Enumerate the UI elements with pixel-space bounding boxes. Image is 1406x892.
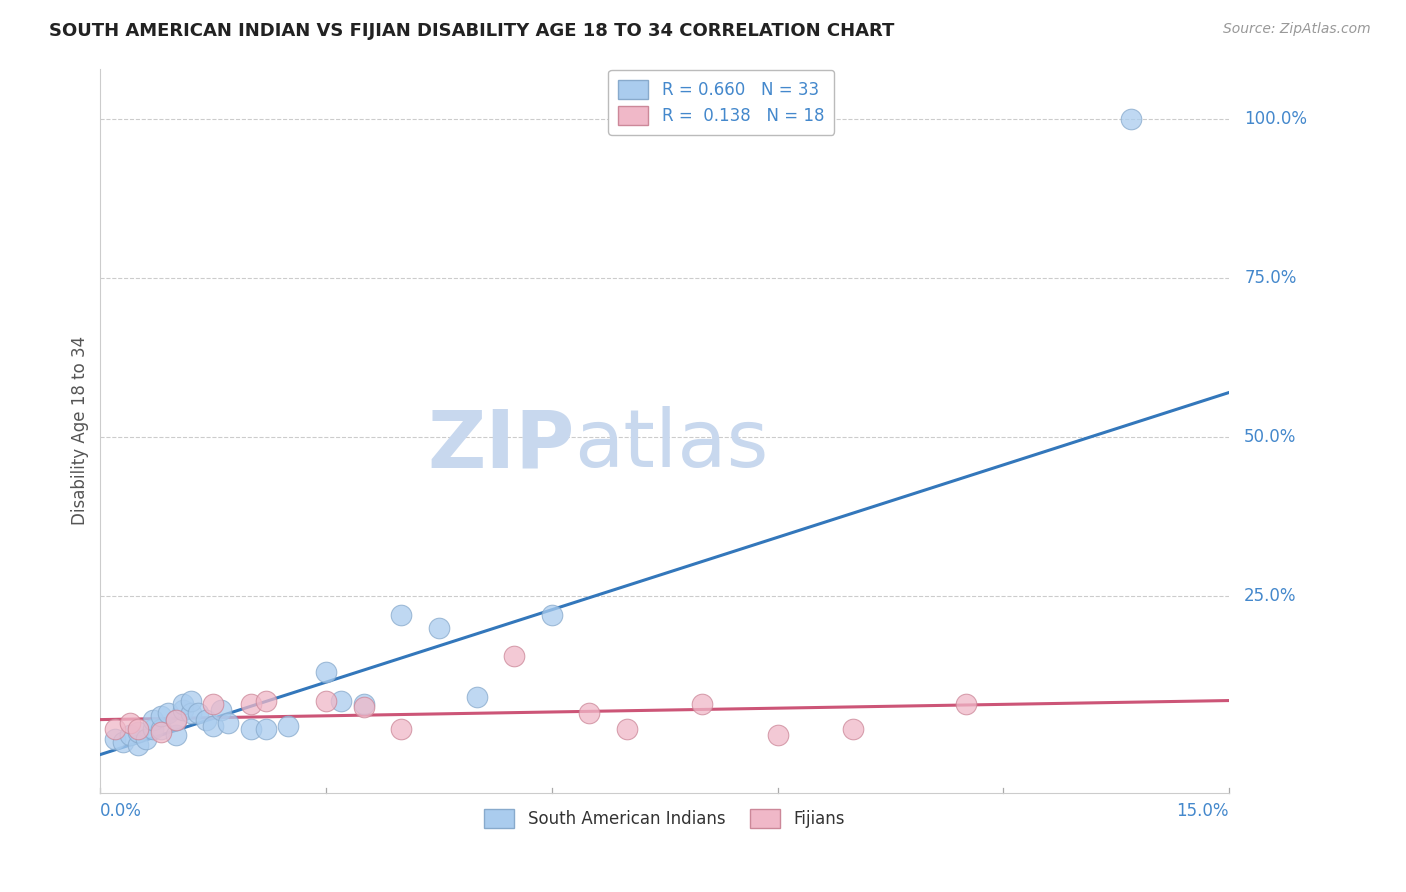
Point bbox=[134, 731, 156, 746]
Point bbox=[465, 690, 488, 705]
Point bbox=[202, 697, 225, 711]
Y-axis label: Disability Age 18 to 34: Disability Age 18 to 34 bbox=[72, 336, 89, 525]
Point bbox=[104, 731, 127, 746]
Point bbox=[120, 715, 142, 730]
Point bbox=[149, 722, 172, 736]
Point bbox=[955, 697, 977, 711]
Text: 0.0%: 0.0% bbox=[100, 802, 142, 820]
Point bbox=[142, 713, 165, 727]
Text: 75.0%: 75.0% bbox=[1244, 269, 1296, 287]
Point bbox=[165, 729, 187, 743]
Point bbox=[330, 693, 353, 707]
Point bbox=[104, 722, 127, 736]
Point bbox=[353, 697, 375, 711]
Point bbox=[254, 693, 277, 707]
Point bbox=[120, 729, 142, 743]
Point bbox=[194, 713, 217, 727]
Text: ZIP: ZIP bbox=[427, 406, 575, 484]
Point bbox=[277, 719, 299, 733]
Point bbox=[239, 722, 262, 736]
Text: 50.0%: 50.0% bbox=[1244, 428, 1296, 446]
Point bbox=[111, 735, 134, 749]
Point bbox=[315, 665, 337, 679]
Point bbox=[427, 620, 450, 634]
Point bbox=[692, 697, 714, 711]
Point bbox=[149, 725, 172, 739]
Point bbox=[202, 719, 225, 733]
Point bbox=[172, 697, 194, 711]
Point bbox=[209, 703, 232, 717]
Point bbox=[1121, 112, 1143, 127]
Point bbox=[389, 722, 412, 736]
Point bbox=[389, 607, 412, 622]
Text: Source: ZipAtlas.com: Source: ZipAtlas.com bbox=[1223, 22, 1371, 37]
Point bbox=[578, 706, 600, 721]
Point bbox=[127, 738, 149, 752]
Text: SOUTH AMERICAN INDIAN VS FIJIAN DISABILITY AGE 18 TO 34 CORRELATION CHART: SOUTH AMERICAN INDIAN VS FIJIAN DISABILI… bbox=[49, 22, 894, 40]
Legend: South American Indians, Fijians: South American Indians, Fijians bbox=[478, 803, 852, 835]
Point bbox=[217, 715, 239, 730]
Text: atlas: atlas bbox=[575, 406, 769, 484]
Point bbox=[842, 722, 865, 736]
Text: 100.0%: 100.0% bbox=[1244, 111, 1308, 128]
Point bbox=[127, 725, 149, 739]
Point bbox=[254, 722, 277, 736]
Point bbox=[315, 693, 337, 707]
Point bbox=[353, 699, 375, 714]
Point bbox=[766, 729, 789, 743]
Point bbox=[180, 706, 202, 721]
Point bbox=[239, 697, 262, 711]
Point bbox=[503, 649, 526, 664]
Point bbox=[172, 703, 194, 717]
Point bbox=[616, 722, 638, 736]
Point bbox=[127, 722, 149, 736]
Point bbox=[149, 709, 172, 723]
Point bbox=[165, 713, 187, 727]
Text: 25.0%: 25.0% bbox=[1244, 587, 1296, 605]
Point bbox=[142, 722, 165, 736]
Point bbox=[165, 713, 187, 727]
Point bbox=[187, 706, 209, 721]
Point bbox=[180, 693, 202, 707]
Point bbox=[541, 607, 564, 622]
Text: 15.0%: 15.0% bbox=[1177, 802, 1229, 820]
Point bbox=[157, 706, 180, 721]
